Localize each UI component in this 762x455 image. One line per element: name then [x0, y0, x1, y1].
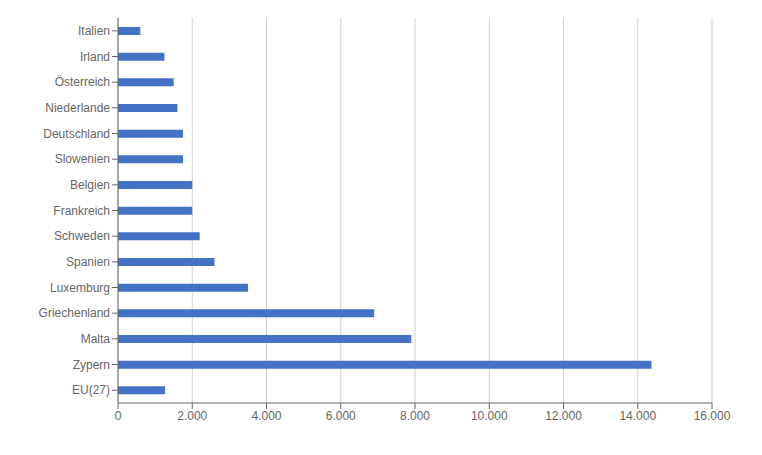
svg-text:10.000: 10.000 — [471, 409, 508, 423]
svg-text:16.000: 16.000 — [694, 409, 731, 423]
svg-text:Österreich: Österreich — [55, 75, 110, 89]
svg-text:2.000: 2.000 — [177, 409, 207, 423]
svg-text:Niederlande: Niederlande — [45, 101, 110, 115]
svg-text:Italien: Italien — [78, 24, 110, 38]
svg-text:Spanien: Spanien — [66, 255, 110, 269]
svg-text:Slowenien: Slowenien — [55, 152, 110, 166]
svg-text:14.000: 14.000 — [619, 409, 656, 423]
svg-text:Schweden: Schweden — [54, 229, 110, 243]
svg-text:Griechenland: Griechenland — [39, 306, 110, 320]
svg-text:Luxemburg: Luxemburg — [50, 281, 110, 295]
svg-text:Zypern: Zypern — [73, 358, 110, 372]
svg-text:Belgien: Belgien — [70, 178, 110, 192]
svg-text:4.000: 4.000 — [251, 409, 281, 423]
svg-text:Irland: Irland — [80, 50, 110, 64]
svg-text:EU(27): EU(27) — [72, 383, 110, 397]
svg-text:Malta: Malta — [81, 332, 111, 346]
svg-text:0: 0 — [115, 409, 122, 423]
svg-text:Frankreich: Frankreich — [53, 204, 110, 218]
svg-text:6.000: 6.000 — [326, 409, 356, 423]
svg-text:Deutschland: Deutschland — [43, 127, 110, 141]
svg-text:12.000: 12.000 — [545, 409, 582, 423]
svg-text:8.000: 8.000 — [400, 409, 430, 423]
